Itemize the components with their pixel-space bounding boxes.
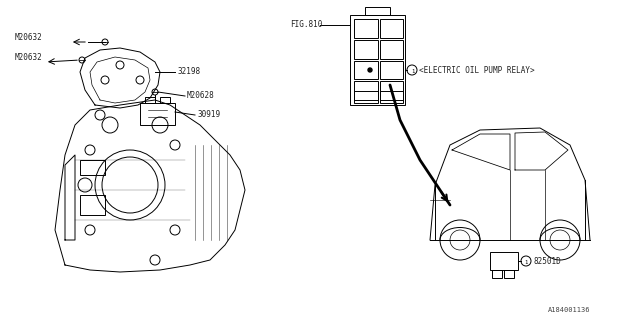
Text: 32198: 32198: [177, 67, 200, 76]
Bar: [365, 7, 390, 15]
Bar: [380, 60, 403, 79]
Text: 1: 1: [525, 260, 528, 265]
Bar: [160, 97, 170, 103]
Bar: [354, 91, 378, 103]
Bar: [354, 19, 378, 38]
Text: A184001136: A184001136: [547, 307, 590, 313]
Text: M20632: M20632: [15, 53, 43, 62]
Text: 1: 1: [411, 69, 414, 74]
Bar: [354, 60, 378, 79]
Bar: [380, 40, 403, 59]
Text: M20628: M20628: [187, 91, 215, 100]
Text: FIG.810: FIG.810: [290, 20, 323, 29]
Text: 30919: 30919: [197, 110, 220, 119]
Circle shape: [368, 68, 372, 72]
Bar: [490, 252, 518, 270]
Bar: [80, 160, 105, 175]
Bar: [380, 19, 403, 38]
Bar: [380, 81, 403, 100]
Bar: [354, 40, 378, 59]
Text: M20632: M20632: [15, 33, 43, 42]
Bar: [492, 270, 502, 278]
Bar: [354, 81, 378, 100]
Bar: [350, 15, 405, 105]
Bar: [140, 103, 175, 125]
Text: 82501D: 82501D: [533, 257, 561, 266]
Bar: [80, 195, 105, 215]
Bar: [380, 91, 403, 103]
Bar: [504, 270, 514, 278]
Text: <ELECTRIC OIL PUMP RELAY>: <ELECTRIC OIL PUMP RELAY>: [419, 66, 534, 75]
Bar: [145, 97, 155, 103]
